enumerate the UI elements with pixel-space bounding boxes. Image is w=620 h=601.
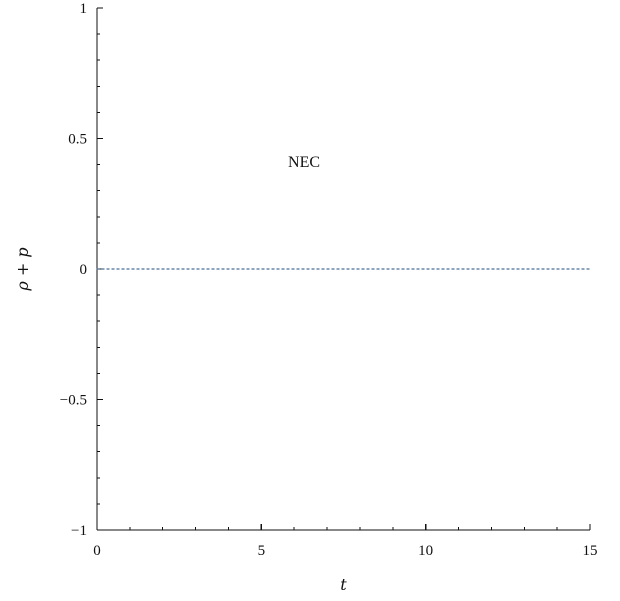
chart-labels: 1 0.5 0 −0.5 −1 0 5 10 15 NEC t ρ + p xyxy=(13,1,598,594)
y-tick-label: −0.5 xyxy=(60,393,87,409)
y-tick-label: 0.5 xyxy=(68,132,87,148)
x-axis-label: t xyxy=(340,575,347,594)
nec-annotation: NEC xyxy=(288,154,320,171)
x-tick-label: 15 xyxy=(583,543,598,559)
y-tick-label: 0 xyxy=(80,262,88,278)
y-tick-label: −1 xyxy=(71,523,87,539)
x-tick-label: 10 xyxy=(418,543,433,559)
x-tick-label: 0 xyxy=(93,543,101,559)
x-tick-label: 5 xyxy=(258,543,266,559)
y-axis-label: ρ + p xyxy=(13,247,32,291)
y-tick-label: 1 xyxy=(80,1,88,17)
